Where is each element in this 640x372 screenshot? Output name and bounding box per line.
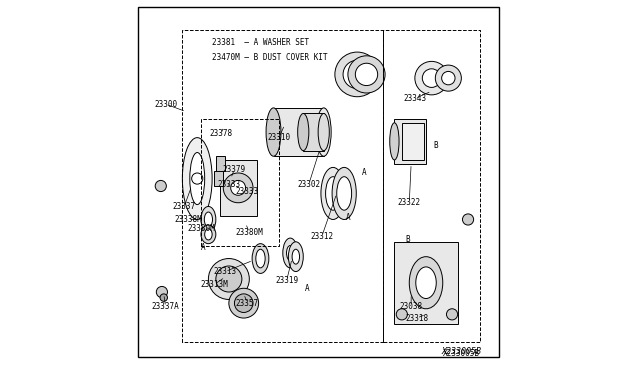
Text: 23330M: 23330M xyxy=(187,224,215,233)
Circle shape xyxy=(435,65,461,91)
Ellipse shape xyxy=(318,113,330,151)
Ellipse shape xyxy=(292,249,300,264)
Ellipse shape xyxy=(410,257,443,309)
Text: 23312: 23312 xyxy=(310,232,333,241)
Circle shape xyxy=(343,60,371,89)
Ellipse shape xyxy=(205,229,212,240)
Ellipse shape xyxy=(190,153,205,205)
Circle shape xyxy=(160,294,168,301)
Text: A: A xyxy=(305,284,309,293)
Text: 23381  — A WASHER SET: 23381 — A WASHER SET xyxy=(212,38,309,46)
Text: 23038: 23038 xyxy=(399,302,422,311)
Circle shape xyxy=(348,56,385,93)
Text: B: B xyxy=(433,141,438,150)
Text: 23338M: 23338M xyxy=(174,215,202,224)
Ellipse shape xyxy=(326,177,340,210)
Text: 23337A: 23337A xyxy=(152,302,179,311)
Text: 23313M: 23313M xyxy=(200,280,228,289)
Ellipse shape xyxy=(182,138,212,219)
Ellipse shape xyxy=(201,225,216,244)
Circle shape xyxy=(335,52,380,97)
Ellipse shape xyxy=(266,108,281,156)
Ellipse shape xyxy=(283,238,298,268)
Ellipse shape xyxy=(252,244,269,273)
Text: 23322: 23322 xyxy=(397,198,421,207)
Circle shape xyxy=(216,266,242,292)
Text: 23337: 23337 xyxy=(173,202,196,211)
Circle shape xyxy=(396,309,408,320)
Bar xyxy=(402,123,424,160)
Bar xyxy=(303,113,324,151)
Circle shape xyxy=(223,173,253,203)
Text: 23343: 23343 xyxy=(403,94,426,103)
Text: 23313: 23313 xyxy=(214,267,237,276)
Circle shape xyxy=(209,259,250,299)
Bar xyxy=(220,160,257,216)
Text: 23319: 23319 xyxy=(275,276,298,285)
Bar xyxy=(273,108,324,156)
Text: 23379: 23379 xyxy=(223,165,246,174)
Text: X233005B: X233005B xyxy=(443,349,480,358)
Text: A: A xyxy=(362,169,367,177)
Text: B: B xyxy=(405,235,410,244)
Ellipse shape xyxy=(416,267,436,298)
Text: 23300: 23300 xyxy=(154,100,177,109)
Text: 23318: 23318 xyxy=(405,314,428,323)
Bar xyxy=(394,119,426,164)
Ellipse shape xyxy=(332,167,356,219)
Circle shape xyxy=(442,71,455,85)
Text: 23333: 23333 xyxy=(218,180,241,189)
Text: 23378: 23378 xyxy=(210,129,233,138)
Circle shape xyxy=(355,63,378,86)
Ellipse shape xyxy=(298,113,309,151)
Circle shape xyxy=(231,180,246,195)
Circle shape xyxy=(415,61,449,95)
Bar xyxy=(214,171,223,186)
Ellipse shape xyxy=(337,177,351,210)
Text: 23310: 23310 xyxy=(268,133,291,142)
Circle shape xyxy=(422,69,441,87)
Ellipse shape xyxy=(289,242,303,272)
Ellipse shape xyxy=(321,167,345,219)
Circle shape xyxy=(229,288,259,318)
Ellipse shape xyxy=(256,249,265,268)
Ellipse shape xyxy=(287,246,294,260)
Text: 23333: 23333 xyxy=(236,187,259,196)
Text: A: A xyxy=(346,213,350,222)
Circle shape xyxy=(156,180,166,192)
Ellipse shape xyxy=(201,206,216,232)
Ellipse shape xyxy=(390,123,399,160)
Bar xyxy=(394,242,458,324)
Ellipse shape xyxy=(316,108,331,156)
Ellipse shape xyxy=(204,212,212,227)
Bar xyxy=(216,156,225,171)
Circle shape xyxy=(156,286,168,298)
Text: A: A xyxy=(200,243,205,252)
Text: 23380M: 23380M xyxy=(236,228,263,237)
Text: X233005B: X233005B xyxy=(442,347,481,356)
Text: 23357: 23357 xyxy=(236,299,259,308)
Bar xyxy=(406,283,419,298)
Circle shape xyxy=(234,294,253,312)
Text: 23302: 23302 xyxy=(297,180,321,189)
Circle shape xyxy=(463,214,474,225)
Circle shape xyxy=(447,309,458,320)
Circle shape xyxy=(191,173,203,184)
Text: 23470M — B DUST COVER KIT: 23470M — B DUST COVER KIT xyxy=(212,52,328,61)
